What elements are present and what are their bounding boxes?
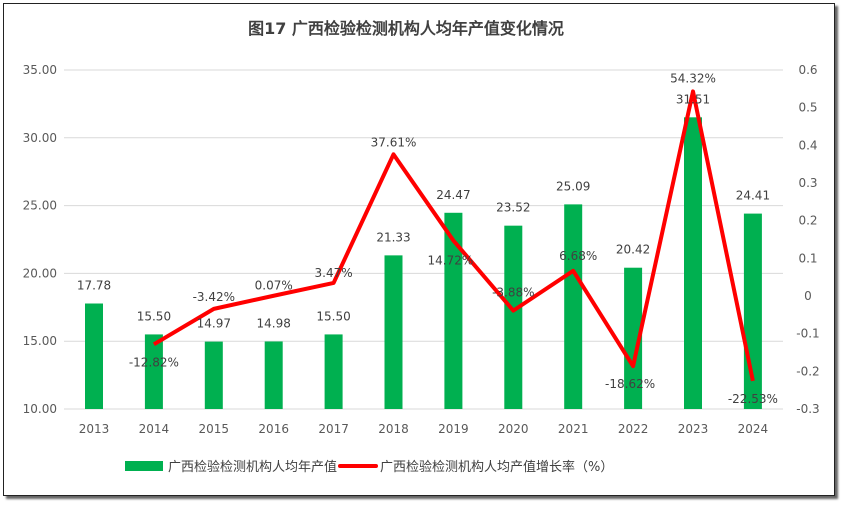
right-tick-label: 0.2	[798, 214, 817, 228]
bar-data-label: 21.33	[376, 230, 410, 244]
x-tick-label: 2013	[79, 422, 110, 436]
bar-data-label: 14.98	[257, 316, 291, 330]
line-data-label: 54.32%	[670, 71, 716, 85]
line-data-label: 3.47%	[315, 266, 353, 280]
bar-data-label: 24.41	[736, 189, 770, 203]
line-data-label: 14.72%	[428, 254, 474, 268]
bar-data-label: 15.50	[316, 309, 350, 323]
line-data-label: -18.62%	[605, 377, 655, 391]
x-tick-label: 2024	[738, 422, 769, 436]
bar-data-label: 23.52	[496, 201, 530, 215]
bar-data-label: 17.78	[77, 279, 111, 293]
bar-data-label: 15.50	[137, 309, 171, 323]
line-data-label: -3.42%	[193, 290, 235, 304]
left-tick-label: 30.00	[23, 131, 57, 145]
bar-data-label: 25.09	[556, 179, 590, 193]
x-tick-label: 2016	[258, 422, 289, 436]
x-tick-label: 2019	[438, 422, 469, 436]
x-tick-label: 2017	[318, 422, 349, 436]
x-tick-label: 2020	[498, 422, 529, 436]
x-tick-label: 2014	[139, 422, 170, 436]
line-data-label: -3.88%	[492, 286, 534, 300]
legend: 广西检验检测机构人均年产值 广西检验检测机构人均产值增长率（%）	[125, 459, 613, 475]
bar	[564, 204, 583, 409]
left-tick-label: 25.00	[23, 199, 57, 213]
right-tick-label: -0.3	[796, 402, 819, 416]
left-tick-label: 10.00	[23, 402, 57, 416]
right-tick-label: 0.3	[798, 176, 817, 190]
right-tick-label: 0.1	[798, 251, 817, 265]
bar	[384, 255, 403, 409]
right-tick-label: 0.4	[798, 138, 817, 152]
growth-line	[152, 89, 755, 382]
bar	[684, 117, 702, 409]
bar	[264, 341, 283, 409]
legend-bar-label: 广西检验检测机构人均年产值	[168, 459, 337, 475]
x-tick-label: 2021	[558, 422, 589, 436]
line-data-label: -22.53%	[728, 392, 778, 406]
bar	[204, 341, 223, 409]
chart-title: 图17 广西检验检测机构人均年产值变化情况	[248, 19, 564, 38]
bar	[144, 334, 163, 409]
bar	[85, 303, 103, 409]
right-tick-label: 0.6	[798, 63, 817, 77]
right-tick-label: -0.2	[796, 364, 819, 378]
legend-line-label: 广西检验检测机构人均产值增长率（%）	[380, 459, 613, 475]
bar	[324, 334, 343, 409]
bar-data-label: 20.42	[616, 243, 650, 257]
x-tick-label: 2022	[618, 422, 649, 436]
right-tick-label: -0.1	[796, 327, 819, 341]
legend-bar-swatch	[125, 461, 163, 471]
line-data-label: 37.61%	[371, 135, 417, 149]
bar-data-label: 31.51	[676, 92, 710, 106]
bar	[624, 267, 643, 409]
line-data-label: 6.68%	[559, 249, 597, 263]
right-tick-label: 0.5	[798, 101, 817, 115]
left-tick-label: 35.00	[23, 63, 57, 77]
bar	[504, 225, 523, 409]
bar-data-label: 14.97	[197, 317, 231, 331]
x-tick-label: 2018	[378, 422, 409, 436]
left-tick-label: 15.00	[23, 334, 57, 348]
x-tick-label: 2023	[678, 422, 709, 436]
line-data-label: -12.82%	[129, 355, 179, 369]
bar-data-label: 24.47	[436, 188, 470, 202]
line-data-label: 0.07%	[255, 279, 293, 293]
bar	[444, 212, 463, 409]
left-tick-label: 20.00	[23, 266, 57, 280]
x-tick-label: 2015	[199, 422, 230, 436]
right-tick-label: 0	[804, 289, 812, 303]
